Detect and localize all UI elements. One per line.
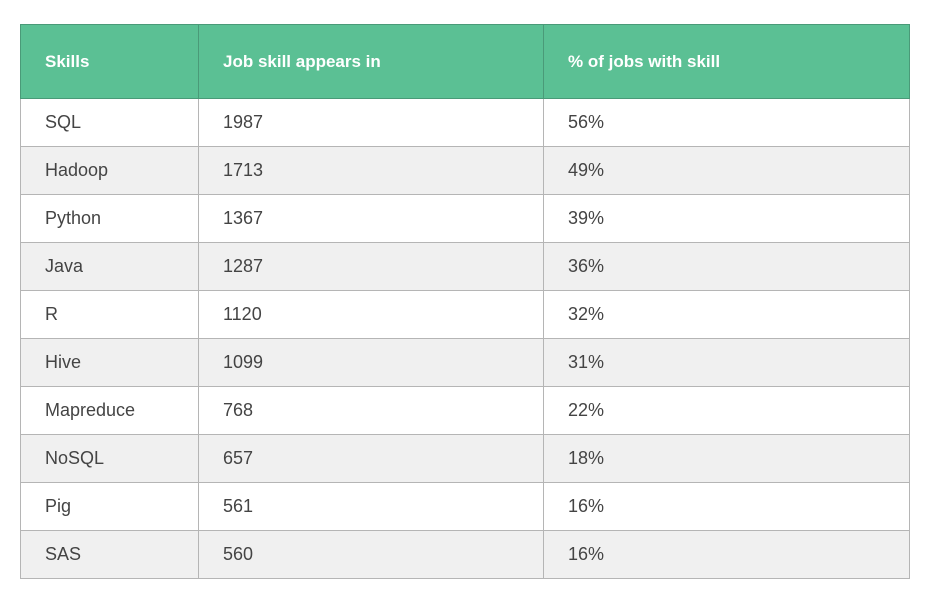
- table-row: SAS 560 16%: [20, 530, 910, 579]
- header-row: Skills Job skill appears in % of jobs wi…: [20, 24, 910, 99]
- cell-skill: SQL: [20, 98, 199, 147]
- header-job-count: Job skill appears in: [198, 24, 544, 99]
- header-percent: % of jobs with skill: [543, 24, 910, 99]
- cell-job-count: 657: [198, 434, 544, 483]
- cell-percent: 39%: [543, 194, 910, 243]
- cell-percent: 18%: [543, 434, 910, 483]
- cell-percent: 56%: [543, 98, 910, 147]
- cell-job-count: 1287: [198, 242, 544, 291]
- cell-skill: NoSQL: [20, 434, 199, 483]
- cell-job-count: 1099: [198, 338, 544, 387]
- cell-percent: 22%: [543, 386, 910, 435]
- cell-job-count: 1987: [198, 98, 544, 147]
- table-row: Hive 1099 31%: [20, 338, 910, 387]
- cell-percent: 16%: [543, 530, 910, 579]
- cell-percent: 31%: [543, 338, 910, 387]
- cell-skill: R: [20, 290, 199, 339]
- skills-table: Skills Job skill appears in % of jobs wi…: [20, 24, 910, 579]
- skills-table-container: Skills Job skill appears in % of jobs wi…: [20, 24, 910, 579]
- cell-percent: 36%: [543, 242, 910, 291]
- table-header: Skills Job skill appears in % of jobs wi…: [20, 24, 910, 99]
- cell-percent: 16%: [543, 482, 910, 531]
- cell-skill: Hadoop: [20, 146, 199, 195]
- table-row: NoSQL 657 18%: [20, 434, 910, 483]
- cell-skill: SAS: [20, 530, 199, 579]
- table-row: Python 1367 39%: [20, 194, 910, 243]
- table-row: Pig 561 16%: [20, 482, 910, 531]
- header-skills: Skills: [20, 24, 199, 99]
- cell-job-count: 1367: [198, 194, 544, 243]
- cell-job-count: 1120: [198, 290, 544, 339]
- table-row: Hadoop 1713 49%: [20, 146, 910, 195]
- cell-skill: Mapreduce: [20, 386, 199, 435]
- cell-percent: 49%: [543, 146, 910, 195]
- cell-job-count: 561: [198, 482, 544, 531]
- table-row: R 1120 32%: [20, 290, 910, 339]
- table-body: SQL 1987 56% Hadoop 1713 49% Python 1367 39% Java…: [20, 98, 910, 579]
- cell-skill: Python: [20, 194, 199, 243]
- cell-skill: Pig: [20, 482, 199, 531]
- table-row: Java 1287 36%: [20, 242, 910, 291]
- table-row: Mapreduce 768 22%: [20, 386, 910, 435]
- cell-percent: 32%: [543, 290, 910, 339]
- cell-job-count: 560: [198, 530, 544, 579]
- cell-job-count: 1713: [198, 146, 544, 195]
- cell-skill: Java: [20, 242, 199, 291]
- cell-skill: Hive: [20, 338, 199, 387]
- cell-job-count: 768: [198, 386, 544, 435]
- table-row: SQL 1987 56%: [20, 98, 910, 147]
